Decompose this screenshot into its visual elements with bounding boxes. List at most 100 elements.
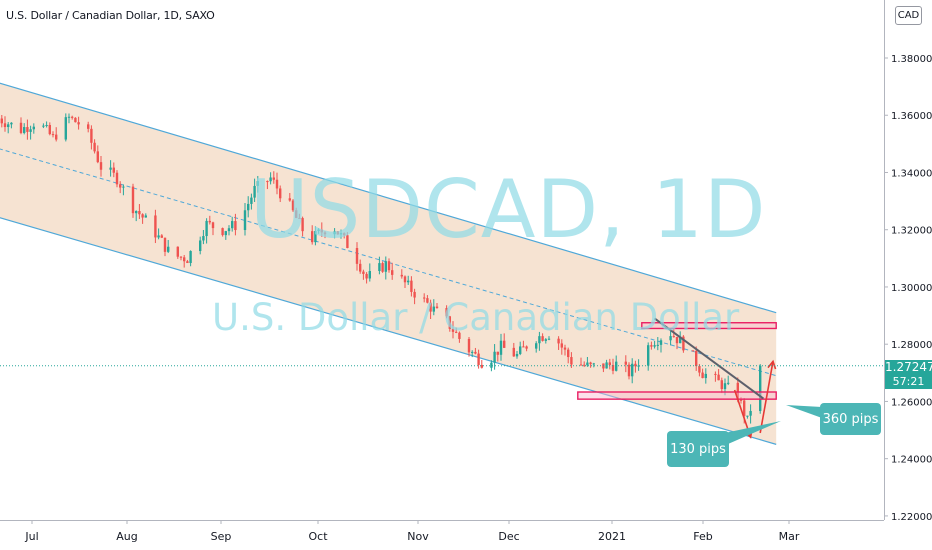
y-tick-label: 1.32000 [891,226,932,237]
candle [32,123,35,134]
candle-body [211,222,215,229]
candle-body [109,167,112,170]
currency-badge[interactable]: CAD [895,6,922,25]
candle-body [90,128,93,143]
candle [269,172,272,185]
candle-body [250,197,253,204]
candle-body [691,350,695,352]
candle-body [647,345,650,366]
candle-body [672,336,675,338]
candle-body [231,221,234,229]
candle-body [723,383,727,390]
candle [71,115,74,120]
resistance-zone [641,322,777,330]
candle-body [48,125,51,135]
candle-body [266,181,269,183]
candle [579,357,583,366]
candle-body [557,338,560,344]
candle-body [669,336,672,341]
candle [339,229,343,239]
candle [493,344,496,370]
candle [154,209,157,244]
candle [714,371,717,382]
candle [429,299,432,320]
rise-pips-callout[interactable]: 360 pips [820,403,881,435]
y-tick-label: 1.36000 [891,111,932,122]
candle [208,215,211,225]
candle [547,336,551,341]
candle-body [679,336,682,344]
candle [410,276,413,297]
candle-body [471,351,474,353]
candle [695,346,698,371]
drop-pips-callout[interactable]: 130 pips [667,431,729,467]
candle-body [519,346,522,354]
candle [45,121,48,128]
candle [423,293,426,303]
candle-body [426,298,429,303]
candle-body [141,214,144,218]
candle-body [323,232,327,235]
drop-callout-pointer [720,421,781,444]
candle-body [586,362,589,366]
candle-body [301,218,304,232]
candle [634,360,637,373]
candle-body [112,167,115,173]
candle-body [432,306,435,312]
candle [480,359,483,369]
candle [455,327,458,334]
candle-body [714,373,717,375]
candle-body [339,233,343,235]
candle [535,341,538,353]
candle-body [3,123,7,128]
candle [202,229,205,245]
candle [611,358,615,375]
candle-body [45,125,48,127]
candle [288,193,291,202]
candle [557,336,560,350]
candle [362,269,365,280]
candle-body [631,363,634,377]
candle [234,213,237,236]
candle-body [493,351,496,363]
candle-body [23,127,26,133]
candle-body [701,372,704,379]
candle [567,347,570,364]
candle [701,368,704,379]
candle [163,237,167,257]
candle [519,341,522,356]
candle [624,355,627,373]
candle [592,362,595,368]
candle-body [544,339,547,341]
y-tick-label: 1.22000 [891,512,932,523]
candle-body [637,365,640,367]
candle [560,339,563,355]
candle-body [698,366,701,373]
candle [503,333,506,349]
candle [586,356,589,367]
candle [141,213,144,224]
candle-body [503,340,506,348]
candle [295,207,298,219]
candle-body [93,142,96,152]
candle [250,193,253,210]
y-tick-label: 1.34000 [891,168,932,179]
candle [608,358,611,370]
rise-callout-pointer [786,405,822,418]
candle-body [71,116,74,118]
candle [99,155,103,177]
candle-body [87,124,90,129]
candle-body [480,364,483,368]
candle-body [746,415,749,417]
candle-body [272,177,275,180]
candle [391,262,394,280]
candle-body [10,122,13,125]
arrow-head [767,359,777,370]
candle [266,180,269,190]
projection-arrow-up [759,359,777,434]
candle [301,216,304,237]
candle-body [541,336,544,341]
candle-body [253,185,256,198]
